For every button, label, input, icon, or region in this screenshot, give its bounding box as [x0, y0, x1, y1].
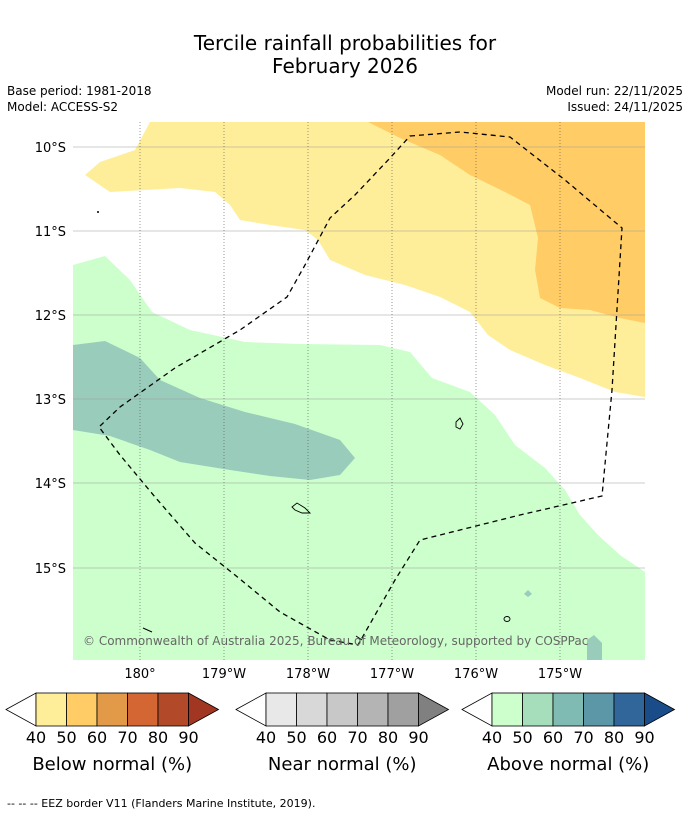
above-normal-50-patch [587, 635, 602, 660]
legend-tick: 40 [256, 728, 276, 747]
legend-tick: 80 [148, 728, 168, 747]
model-run-text: Model run: 22/11/2025 [545, 84, 683, 98]
legend-tick: 90 [408, 728, 428, 747]
chart-title-line2: February 2026 [272, 54, 418, 78]
legend-tick: 60 [87, 728, 107, 747]
island-outline [291, 502, 312, 514]
chart-title-line1: Tercile rainfall probabilities for [193, 31, 497, 55]
legend-tick: 70 [573, 728, 593, 747]
copyright-text: © Commonwealth of Australia 2025, Bureau… [83, 634, 588, 648]
lon-label: 175°W [538, 667, 582, 682]
lon-label: 178°W [286, 667, 330, 682]
island-outline [355, 635, 363, 641]
lat-label: 12°S [35, 309, 66, 324]
lon-label: 180° [124, 667, 155, 682]
island-marker [524, 590, 532, 597]
legend-tick: 60 [317, 728, 337, 747]
eez-border [98, 131, 623, 646]
legend-2: 40 50 60 70 80 90 Near normal (%) [235, 692, 450, 775]
lat-label: 15°S [35, 562, 66, 577]
legend-1: 40 50 60 70 80 90 Below normal (%) [5, 692, 220, 775]
legend-tick: 90 [634, 728, 654, 747]
legend-tick: 50 [56, 728, 76, 747]
lat-label: 14°S [35, 477, 66, 492]
legend-tick: 40 [26, 728, 46, 747]
legend-tick: 50 [512, 728, 532, 747]
issued-text: Issued: 24/11/2025 [567, 100, 683, 114]
lat-label: 13°S [35, 393, 66, 408]
legend-tick: 70 [117, 728, 137, 747]
lat-label: 11°S [35, 225, 66, 240]
latitude-gridlines [73, 146, 645, 569]
model-text: Model: ACCESS-S2 [7, 100, 119, 114]
lon-label: 177°W [370, 667, 414, 682]
legend-tick: 80 [604, 728, 624, 747]
legend-label: Below normal (%) [32, 754, 192, 775]
lon-label: 176°W [454, 667, 498, 682]
below-normal-50-region [368, 122, 645, 323]
lon-label: 179°W [202, 667, 246, 682]
base-period-text: Base period: 1981-2018 [7, 84, 152, 98]
island-outline [455, 417, 464, 430]
legend-tick: 40 [482, 728, 502, 747]
legend-tick: 80 [378, 728, 398, 747]
legend-tick: 50 [286, 728, 306, 747]
eez-footnote: -- -- -- EEZ border V11 (Flanders Marine… [7, 797, 316, 810]
legend-tick: 90 [178, 728, 198, 747]
above-normal-50-region [73, 341, 355, 480]
island-dot [97, 211, 99, 213]
island-outline [503, 616, 511, 622]
rainfall-map: 10°S11°S12°S13°S14°S15°S 180° 179°W 178°W 1… [35, 122, 645, 682]
longitude-labels: 180° 179°W 178°W 177°W 176°W 175°W [124, 667, 582, 682]
legend-tick: 70 [347, 728, 367, 747]
legend-3: 40 50 60 70 80 90 Above normal (%) [461, 692, 676, 775]
legend-tick: 60 [543, 728, 563, 747]
latitude-labels: 10°S 11°S 12°S 13°S 14°S 15°S [35, 141, 66, 577]
legend-label: Above normal (%) [487, 754, 649, 775]
island-outline [142, 627, 153, 633]
legend-label: Near normal (%) [268, 754, 417, 775]
lat-label: 10°S [35, 141, 66, 156]
